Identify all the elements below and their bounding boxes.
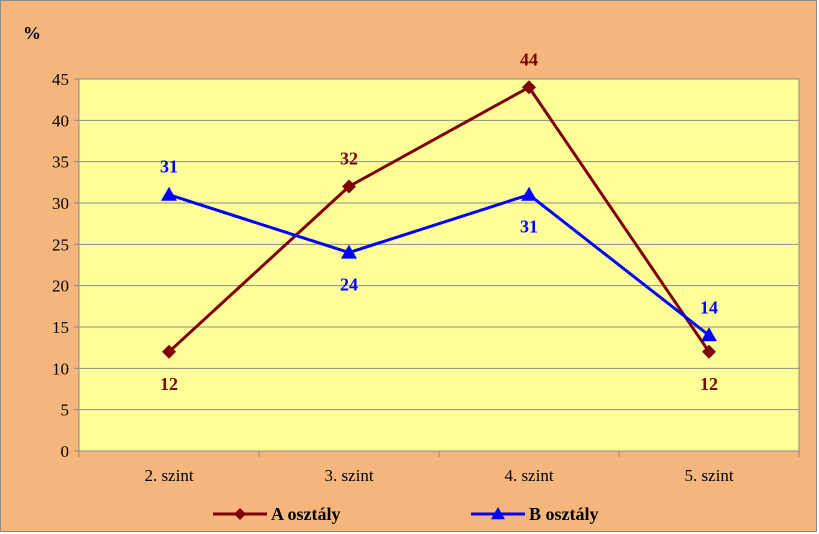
- series-layer: [161, 80, 717, 359]
- data-labels: 12 31 32 24 44 31 12 14: [160, 49, 718, 394]
- data-label: 24: [340, 275, 358, 295]
- data-point-diamond: [522, 80, 536, 95]
- data-point-diamond: [234, 508, 246, 520]
- y-tick-label: 35: [52, 153, 69, 172]
- y-tick-label: 45: [52, 70, 69, 89]
- data-point-triangle: [521, 186, 537, 201]
- y-tick-label: 5: [61, 401, 70, 420]
- legend-label: A osztály: [271, 504, 341, 524]
- series-line: [167, 85, 711, 353]
- y-tick-label: 15: [52, 318, 69, 337]
- data-point-diamond: [342, 179, 356, 194]
- data-label: 12: [160, 374, 178, 394]
- data-point-diamond: [702, 344, 716, 359]
- x-tick-label: 5. szint: [684, 466, 733, 485]
- legend: A osztály B osztály: [213, 504, 599, 524]
- data-point-triangle: [491, 507, 505, 520]
- y-tick-label: 10: [52, 359, 69, 378]
- data-label: 14: [700, 297, 718, 317]
- x-tick-label: 3. szint: [324, 466, 373, 485]
- data-point-diamond: [162, 344, 176, 359]
- axes: 0 5 10 15 20 25 30 35 40 45 2. szint 3. szint 4. szi…: [52, 70, 800, 485]
- y-axis-label: %: [23, 23, 41, 43]
- x-tick-label: 4. szint: [504, 466, 553, 485]
- y-tick-label: 25: [52, 235, 69, 254]
- data-point-triangle: [701, 327, 717, 342]
- data-label: 44: [520, 49, 538, 69]
- gridlines: [79, 78, 799, 411]
- data-label: 31: [160, 157, 178, 177]
- series-b: [161, 186, 717, 342]
- series-line: [168, 193, 710, 337]
- series-a: [162, 80, 716, 359]
- data-point-triangle: [341, 244, 357, 259]
- data-label: 32: [340, 148, 358, 168]
- legend-item-a: A osztály: [213, 504, 341, 524]
- data-label: 12: [700, 374, 718, 394]
- x-tick-label: 2. szint: [144, 466, 193, 485]
- y-tick-label: 30: [52, 194, 69, 213]
- data-point-triangle: [161, 186, 177, 201]
- y-tick-label: 0: [61, 442, 70, 461]
- data-label: 31: [520, 217, 538, 237]
- legend-label: B osztály: [529, 504, 599, 524]
- legend-item-b: B osztály: [471, 504, 599, 524]
- plot-area: [78, 78, 800, 452]
- y-tick-label: 20: [52, 277, 69, 296]
- y-tick-label: 40: [52, 111, 69, 130]
